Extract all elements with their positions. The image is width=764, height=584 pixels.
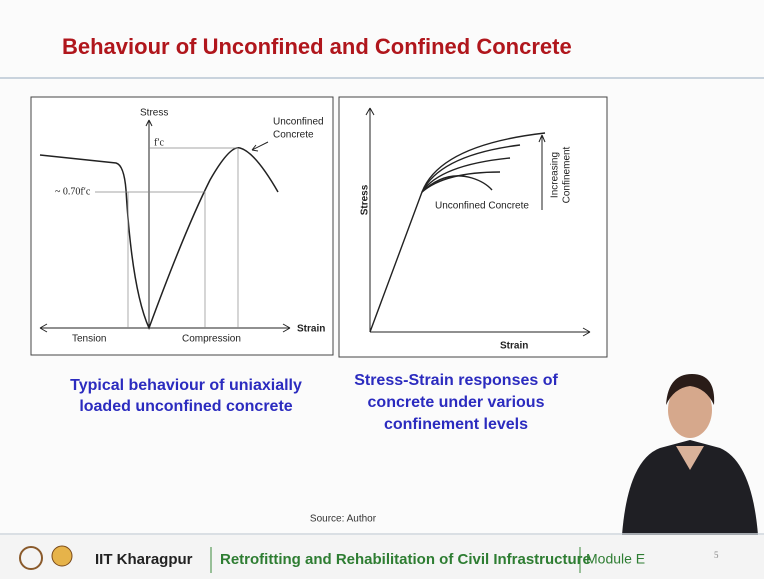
- curve-label: Unconfined: [273, 117, 324, 128]
- compression-label: Compression: [182, 334, 241, 345]
- module: Module E: [586, 551, 645, 567]
- caption: Typical behaviour of uniaxially: [70, 377, 302, 394]
- caption: confinement levels: [384, 416, 528, 433]
- page-number: 5: [714, 550, 719, 560]
- stress-label: Stress: [360, 184, 371, 215]
- course: Retrofitting and Rehabilitation of Civil…: [220, 551, 591, 568]
- frame: [339, 97, 607, 357]
- strain-label: Strain: [500, 341, 528, 352]
- logo: [52, 546, 72, 566]
- caption: concrete under various: [368, 394, 545, 411]
- source: Source: Author: [310, 514, 377, 525]
- confinement-label: Increasing: [550, 152, 561, 198]
- right-figure: [339, 97, 607, 357]
- caption: Stress-Strain responses of: [354, 372, 558, 389]
- tension-label: Tension: [72, 334, 106, 345]
- strain-label: Strain: [297, 324, 325, 335]
- level-label: ~ 0.70f′c: [55, 186, 91, 197]
- stress-label: Stress: [140, 108, 168, 119]
- caption: loaded unconfined concrete: [79, 398, 292, 415]
- slide-title: Behaviour of Unconfined and Confined Con…: [62, 34, 572, 59]
- confinement-label: Confinement: [562, 146, 573, 203]
- peak-label: f′c: [154, 137, 165, 148]
- institute: IIT Kharagpur: [95, 551, 193, 568]
- slide: Behaviour of Unconfined and Confined Con…: [0, 0, 764, 579]
- curve-label: Unconfined Concrete: [435, 201, 529, 212]
- curve-label: Concrete: [273, 130, 314, 141]
